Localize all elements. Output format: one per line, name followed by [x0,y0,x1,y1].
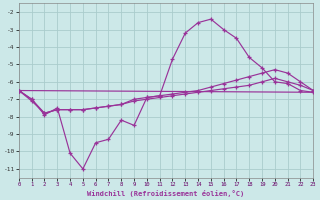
X-axis label: Windchill (Refroidissement éolien,°C): Windchill (Refroidissement éolien,°C) [87,190,245,197]
